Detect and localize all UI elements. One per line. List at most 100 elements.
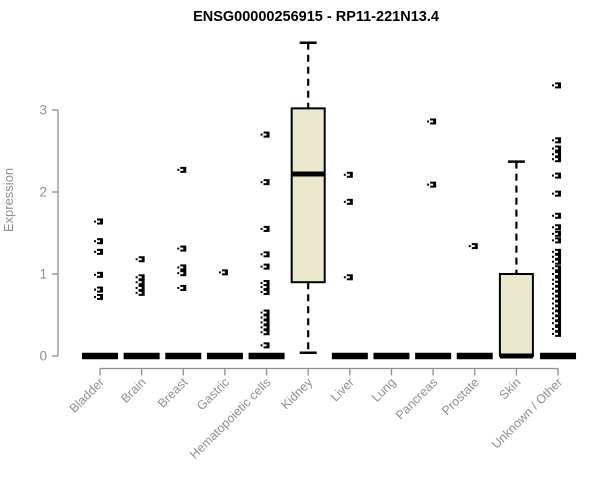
outlier-point [552, 325, 562, 332]
outlier-point [552, 172, 562, 179]
box-hematopoietic-cells [248, 131, 285, 360]
outlier-point [552, 190, 562, 197]
outlier-point [552, 280, 562, 287]
iqr-box [290, 107, 326, 284]
outlier-point [552, 315, 562, 322]
collapsed-box [123, 352, 160, 360]
outlier-point [260, 289, 270, 296]
outlier-point [177, 245, 187, 252]
outlier-point [135, 284, 145, 291]
x-tick-label-unknown-other: Unknown / Other [489, 375, 565, 451]
outlier-point [552, 285, 562, 292]
collapsed-box [373, 352, 410, 360]
x-tick-label-bladder: Bladder [67, 375, 107, 415]
outlier-point [343, 274, 353, 281]
outlier-point [260, 309, 270, 316]
outlier-point [177, 166, 187, 173]
x-tick-label-skin: Skin [496, 375, 523, 402]
outlier-point [135, 279, 145, 286]
x-tick-label-prostate: Prostate [439, 375, 482, 418]
y-tick-label: 3 [39, 103, 47, 118]
chart-title: ENSG00000256915 - RP11-221N13.4 [193, 9, 439, 25]
outlier-point [552, 271, 562, 277]
x-tick-label-brain: Brain [118, 375, 149, 406]
collapsed-box [206, 352, 243, 360]
outlier-point [260, 284, 270, 291]
outlier-point [177, 264, 187, 271]
iqr-box [498, 273, 534, 357]
y-tick-label: 0 [39, 349, 47, 364]
collapsed-box [331, 352, 368, 360]
outlier-point [552, 151, 562, 158]
outlier-point [552, 295, 562, 302]
outlier-point [552, 265, 562, 272]
box-bladder [82, 218, 118, 360]
outlier-point [343, 198, 353, 205]
x-tick-label-pancreas: Pancreas [393, 375, 440, 422]
outlier-point [552, 276, 562, 283]
outlier-point [135, 256, 145, 263]
outlier-point [94, 238, 103, 245]
outlier-point [260, 324, 270, 331]
outlier-point [177, 270, 187, 277]
outlier-point [552, 212, 562, 219]
outlier-point [260, 263, 270, 270]
outlier-point [552, 137, 562, 144]
outlier-point [94, 293, 103, 300]
collapsed-box [248, 352, 285, 360]
outlier-point [260, 319, 270, 326]
collapsed-box [456, 352, 493, 360]
collapsed-box [165, 352, 202, 360]
box-prostate [456, 243, 493, 360]
outlier-point [427, 118, 437, 125]
collapsed-box [415, 352, 452, 360]
x-tick-label-gastric: Gastric [194, 375, 232, 413]
outlier-point [177, 284, 187, 291]
outlier-point [94, 218, 103, 225]
outlier-point [260, 131, 270, 138]
x-tick-label-liver: Liver [328, 375, 357, 404]
y-axis-title: Expression [1, 168, 16, 232]
box-unknown-other [540, 82, 577, 360]
outlier-point [260, 329, 270, 336]
x-tick-label-hematopoietic-cells: Hematopoietic cells [187, 375, 274, 462]
y-tick-label: 2 [39, 185, 47, 200]
outlier-point [552, 320, 562, 327]
box-skin [498, 160, 534, 359]
collapsed-box [82, 352, 118, 360]
x-tick-label-kidney: Kidney [278, 375, 315, 412]
outlier-point [260, 314, 270, 321]
box-kidney [290, 41, 326, 354]
x-tick-label-breast: Breast [155, 375, 191, 411]
box-gastric [206, 269, 243, 360]
outlier-point [135, 274, 145, 281]
outlier-point [552, 290, 562, 297]
y-axis: 0 1 2 3 Expression [1, 103, 59, 364]
box-pancreas [415, 118, 452, 360]
outlier-point [552, 237, 562, 244]
outlier-point [552, 82, 562, 89]
outlier-point [552, 224, 562, 231]
x-tick-label-lung: Lung [369, 375, 399, 405]
outlier-point [552, 258, 562, 265]
outlier-point [94, 271, 103, 278]
outlier-point [260, 280, 270, 287]
box-liver [331, 171, 368, 360]
outlier-point [552, 248, 562, 255]
collapsed-box [540, 352, 577, 360]
outlier-point [427, 181, 437, 188]
y-tick-label: 1 [39, 267, 47, 282]
outlier-point [552, 145, 562, 152]
outlier-point [552, 300, 562, 307]
outlier-point [94, 248, 103, 255]
outlier-point [468, 243, 478, 250]
outlier-point [343, 171, 353, 178]
outlier-point [135, 289, 145, 296]
outlier-point [218, 269, 228, 276]
outlier-point [552, 253, 562, 260]
outlier-point [552, 230, 562, 237]
outlier-point [260, 251, 270, 258]
box-lung [373, 352, 410, 360]
